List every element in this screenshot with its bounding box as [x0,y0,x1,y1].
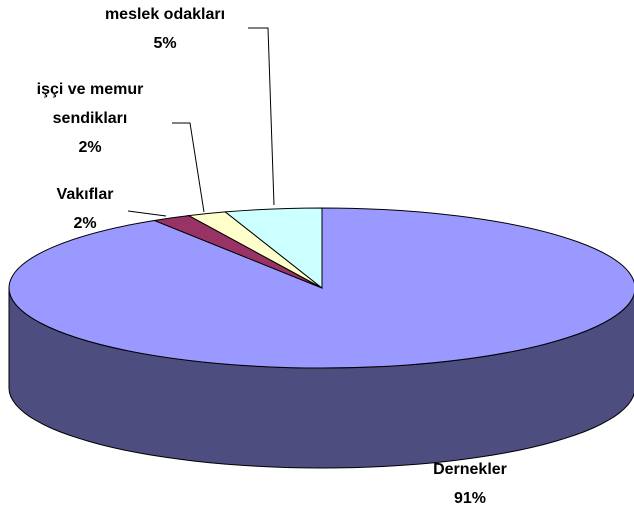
leader-line [248,27,275,206]
category-label: Vakıflar [56,186,114,203]
slice-label: Vakıflar 2% [30,180,140,238]
value-label: 5% [153,35,177,52]
slice-label: Dernekler 91% [380,455,560,513]
slice-label: meslek odakları 5% [65,0,265,58]
category-label: meslek odakları [104,6,226,23]
category-label: işçi ve memur sendikları [36,81,144,127]
slice-label: işçi ve memur sendikları 2% [0,75,180,162]
value-label: 2% [78,139,102,156]
leader-line [172,122,205,213]
value-label: 2% [73,215,97,232]
leader-line [127,210,167,217]
value-label: 91% [453,490,487,507]
category-label: Dernekler [433,461,507,478]
slice [223,207,323,290]
